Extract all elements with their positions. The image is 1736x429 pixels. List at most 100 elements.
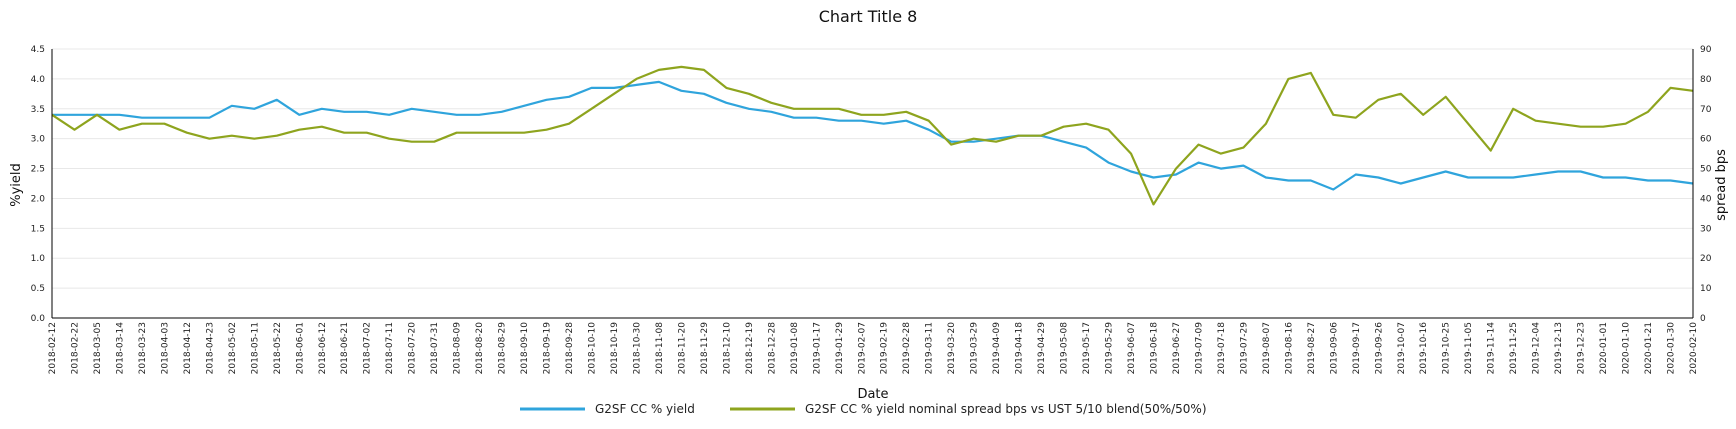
x-tick-labels: 2018-02-12 2018-02-22 2018-03-05 2018-03-14… (48, 322, 1699, 375)
x-tick-label: 2019-05-08 (1060, 322, 1070, 375)
x-tick-label: 2019-05-29 (1105, 322, 1115, 375)
x-tick-label: 2018-04-12 (183, 322, 193, 374)
x-tick-label: 2019-09-26 (1374, 322, 1384, 375)
x-tick-label: 2019-06-27 (1172, 322, 1182, 374)
x-tick-label: 2019-04-09 (992, 322, 1002, 375)
x-tick-label: 2018-06-12 (318, 322, 328, 374)
x-tick-label: 2020-01-21 (1644, 322, 1654, 374)
y-tick-label-right: 20 (1700, 254, 1712, 264)
x-tick-label: 2018-12-19 (745, 322, 755, 375)
y-tick-label-right: 10 (1700, 284, 1712, 294)
y-tick-label-right: 50 (1700, 165, 1712, 175)
y-axis-left-label: %yield (9, 163, 24, 207)
series-line-2 (51, 65, 1694, 206)
x-tick-label: 2018-07-11 (385, 322, 395, 374)
x-axis-label: Date (857, 387, 888, 402)
x-tick-label: 2018-10-10 (588, 322, 598, 375)
x-tick-label: 2018-11-20 (677, 322, 687, 375)
x-tick-label: 2018-07-02 (363, 322, 373, 374)
y-tick-label-right: 80 (1700, 75, 1712, 85)
x-tick-label: 2020-01-30 (1667, 322, 1677, 375)
x-tick-label: 2018-09-10 (520, 322, 530, 375)
x-tick-label: 2019-07-29 (1239, 322, 1249, 375)
grid-lines (52, 48, 1693, 289)
x-tick-label: 2018-06-01 (295, 322, 305, 374)
y-tick-label-right: 0 (1700, 314, 1706, 324)
y-tick-label-left: 0.5 (31, 284, 45, 294)
x-tick-label: 2018-06-21 (340, 322, 350, 374)
legend-label: G2SF CC % yield nominal spread bps vs US… (805, 402, 1207, 416)
x-tick-label: 2019-11-05 (1464, 322, 1474, 374)
y-tick-label-right: 40 (1700, 194, 1712, 204)
x-tick-label: 2018-04-03 (160, 322, 170, 374)
x-tick-label: 2019-02-19 (880, 322, 890, 375)
x-tick-label: 2018-03-23 (138, 322, 148, 374)
x-tick-label: 2019-11-14 (1487, 322, 1497, 375)
x-tick-label: 2018-07-31 (430, 322, 440, 374)
chart-title: Chart Title 8 (819, 7, 918, 26)
y-tick-label-left: 1.5 (31, 224, 45, 234)
x-tick-label: 2019-01-17 (812, 322, 822, 374)
x-tick-label: 2018-11-08 (655, 322, 665, 375)
x-tick-label: 2018-03-05 (93, 322, 103, 374)
y-tick-label-right: 30 (1700, 224, 1712, 234)
y-tick-label-left: 3.5 (31, 105, 45, 115)
x-tick-label: 2018-10-19 (610, 322, 620, 375)
legend-label: G2SF CC % yield (595, 402, 695, 416)
legend: G2SF CC % yield G2SF CC % yield nominal s… (520, 402, 1207, 416)
axes (51, 49, 1694, 319)
x-tick-label: 2019-08-27 (1307, 322, 1317, 374)
x-tick-label: 2020-02-10 (1689, 322, 1699, 375)
y-tick-label-left: 0.0 (31, 314, 46, 324)
x-tick-label: 2019-09-06 (1329, 322, 1339, 375)
x-tick-label: 2018-11-29 (700, 322, 710, 375)
y-tick-label-right: 90 (1700, 45, 1712, 55)
x-tick-label: 2019-07-18 (1217, 322, 1227, 375)
x-tick-label: 2020-01-10 (1622, 322, 1632, 375)
x-tick-label: 2019-12-13 (1554, 322, 1564, 374)
x-tick-label: 2019-12-23 (1577, 322, 1587, 374)
x-tick-label: 2019-03-20 (947, 322, 957, 375)
x-tick-label: 2018-02-12 (48, 322, 58, 374)
x-tick-label: 2019-10-25 (1442, 322, 1452, 374)
x-tick-label: 2018-03-14 (115, 322, 125, 375)
left-y-tick-labels: 0.0 0.5 1.0 1.5 2.0 2.5 3.0 3.5 4.0 4.5 (31, 45, 46, 324)
x-tick-label: 2019-08-07 (1262, 322, 1272, 374)
x-tick-label: 2018-10-30 (632, 322, 642, 375)
x-tick-label: 2019-04-18 (1015, 322, 1025, 375)
x-tick-label: 2018-05-22 (273, 322, 283, 374)
x-tick-label: 2018-09-28 (565, 322, 575, 375)
y-tick-label-right: 70 (1700, 105, 1712, 115)
x-tick-label: 2019-10-07 (1397, 322, 1407, 374)
x-tick-label: 2019-03-11 (925, 322, 935, 374)
x-tick-label: 2019-05-17 (1082, 322, 1092, 374)
series-lines (51, 65, 1694, 206)
x-tick-label: 2019-12-04 (1532, 322, 1542, 375)
y-tick-label-left: 2.5 (31, 165, 45, 175)
x-tick-label: 2018-12-10 (722, 322, 732, 375)
x-tick-label: 2019-06-07 (1127, 322, 1137, 374)
x-tick-label: 2019-07-09 (1194, 322, 1204, 375)
series-line-1 (52, 80, 1694, 191)
y-tick-label-left: 3.0 (31, 135, 46, 145)
x-tick-label: 2019-01-29 (835, 322, 845, 375)
x-tick-label: 2018-09-19 (543, 322, 553, 375)
right-y-tick-labels: 0 10 20 30 40 50 60 70 80 90 (1700, 45, 1712, 324)
x-tick-label: 2019-06-18 (1149, 322, 1159, 375)
x-tick-label: 2018-05-02 (228, 322, 238, 374)
x-tick-label: 2019-02-07 (857, 322, 867, 374)
x-tick-label: 2019-02-28 (902, 322, 912, 375)
x-tick-label: 2018-07-20 (408, 322, 418, 375)
x-tick-label: 2018-08-09 (453, 322, 463, 375)
x-tick-label: 2019-08-16 (1284, 322, 1294, 375)
x-tick-label: 2018-08-20 (475, 322, 485, 375)
x-tick-label: 2019-04-29 (1037, 322, 1047, 375)
x-tick-label: 2019-11-25 (1509, 322, 1519, 374)
x-tick-label: 2018-08-29 (498, 322, 508, 375)
x-tick-label: 2018-12-28 (767, 322, 777, 375)
x-tick-label: 2018-04-23 (205, 322, 215, 374)
x-tick-label: 2019-10-16 (1419, 322, 1429, 375)
x-tick-label: 2018-02-22 (70, 322, 80, 374)
x-tick-label: 2019-01-08 (790, 322, 800, 375)
